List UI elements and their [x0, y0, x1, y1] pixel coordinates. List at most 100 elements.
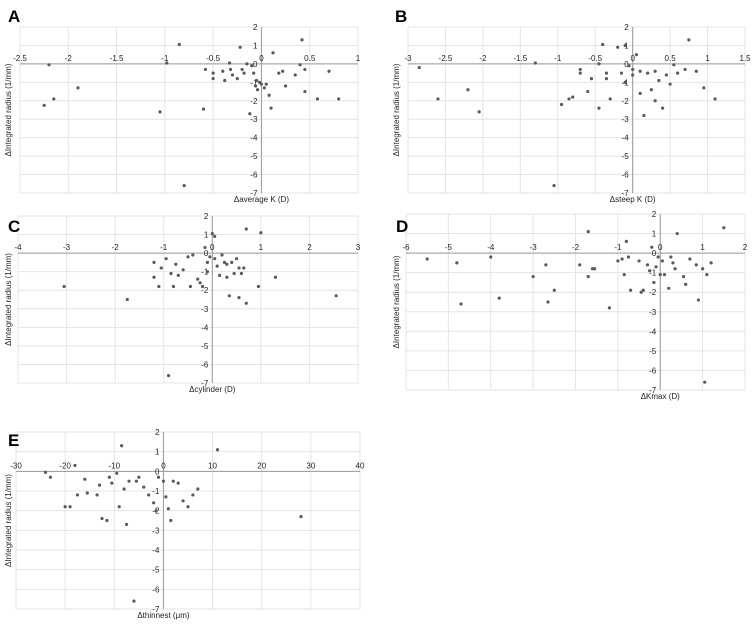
data-point — [242, 266, 246, 270]
x-tick-label: 10 — [208, 461, 217, 470]
data-point — [273, 275, 278, 279]
data-point — [75, 493, 80, 497]
data-point — [589, 77, 594, 81]
data-point — [221, 69, 225, 73]
data-point — [245, 62, 249, 66]
data-point — [201, 107, 206, 111]
data-point — [334, 294, 338, 298]
data-point — [667, 286, 671, 290]
y-tick-label: 2 — [204, 212, 209, 221]
x-tick-label: -2 — [479, 54, 487, 63]
data-point — [546, 300, 550, 304]
data-point — [597, 106, 601, 110]
data-point — [242, 71, 246, 75]
data-point — [213, 257, 217, 261]
y-tick-label: 0 — [155, 467, 160, 476]
y-tick-label: -5 — [250, 152, 258, 161]
data-point — [652, 280, 656, 285]
data-point — [637, 259, 641, 263]
data-point — [578, 67, 582, 72]
data-point — [661, 106, 665, 110]
y-tick-label: 1 — [204, 231, 209, 240]
data-point — [616, 259, 620, 263]
y-tick-label: -5 — [152, 566, 160, 575]
data-point — [120, 444, 124, 448]
data-point — [159, 266, 163, 270]
x-tick-label: -1.5 — [513, 54, 527, 63]
data-point — [638, 91, 642, 95]
data-point — [634, 53, 639, 57]
panel-letter: A — [8, 7, 20, 26]
data-point — [227, 294, 231, 298]
data-point — [157, 284, 161, 289]
data-point — [684, 282, 688, 286]
y-tick-label: -4 — [250, 134, 258, 143]
x-tick-label: -2 — [112, 243, 120, 252]
data-point — [262, 86, 266, 90]
x-tick-label: 1 — [700, 243, 705, 252]
y-tick-label: -6 — [622, 171, 630, 180]
y-tick-label: -5 — [622, 152, 630, 161]
data-point — [205, 270, 210, 274]
data-point — [228, 67, 233, 72]
chart-panel-e: -30-20-10010203040-7-6-5-4-3-2-1012EΔthi… — [4, 428, 365, 620]
y-axis-label: ΔIntegrated radius (1/mm) — [4, 474, 13, 567]
data-point — [164, 495, 168, 499]
x-tick-label: -3 — [404, 54, 412, 63]
y-tick-label: -1 — [201, 268, 209, 277]
data-point — [254, 84, 258, 88]
data-point — [152, 501, 156, 505]
data-point — [619, 71, 624, 75]
data-point — [601, 42, 605, 47]
data-point — [152, 275, 156, 279]
y-tick-label: 0 — [652, 249, 657, 258]
y-tick-label: 0 — [624, 60, 629, 69]
data-point — [571, 95, 575, 99]
data-point — [152, 260, 156, 264]
panel-letter: E — [8, 431, 19, 450]
data-point — [466, 88, 470, 92]
data-point — [186, 505, 190, 509]
y-tick-label: -7 — [622, 189, 630, 198]
data-point — [299, 514, 303, 519]
y-tick-label: 2 — [652, 210, 657, 219]
data-point — [239, 271, 244, 276]
x-axis-label: Δcylinder (D) — [189, 385, 236, 394]
data-point — [713, 97, 717, 101]
data-point — [552, 288, 556, 292]
data-point — [628, 288, 633, 292]
data-point — [177, 42, 181, 47]
data-point — [586, 274, 590, 279]
x-tick-label: -1 — [160, 243, 168, 252]
data-point — [544, 263, 548, 267]
data-point — [169, 518, 173, 523]
x-tick-label: 0.5 — [665, 54, 677, 63]
data-point — [638, 69, 642, 73]
data-point — [631, 67, 635, 72]
data-point — [156, 475, 161, 479]
data-point — [176, 273, 180, 277]
data-point — [277, 71, 281, 75]
data-point — [586, 89, 590, 94]
data-point — [217, 273, 222, 277]
data-point — [627, 64, 631, 68]
data-point — [248, 112, 252, 116]
data-point — [125, 297, 129, 302]
data-point — [673, 267, 677, 271]
data-point — [107, 475, 111, 479]
data-point — [650, 245, 654, 249]
data-point — [169, 271, 173, 276]
data-point — [211, 71, 215, 75]
y-tick-label: -3 — [250, 115, 258, 124]
data-point — [68, 505, 72, 509]
x-tick-label: -2 — [572, 243, 580, 252]
x-tick-label: -2.5 — [13, 54, 27, 63]
data-point — [622, 273, 626, 277]
data-point — [641, 288, 645, 292]
y-axis-label: ΔIntegrated radius (1/mm) — [4, 63, 13, 156]
y-tick-label: 0 — [253, 60, 258, 69]
data-point — [337, 97, 341, 101]
x-tick-label: 20 — [257, 461, 266, 470]
data-point — [255, 78, 259, 83]
